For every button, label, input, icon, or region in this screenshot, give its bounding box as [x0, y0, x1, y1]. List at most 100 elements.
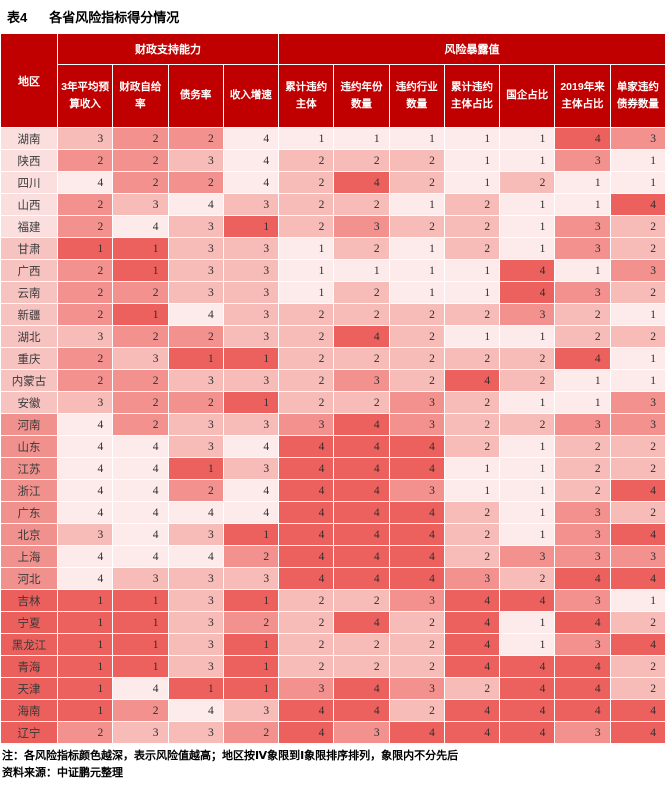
- score-cell: 2: [333, 655, 390, 678]
- score-cell: 4: [388, 435, 445, 458]
- score-cell: 1: [222, 655, 280, 678]
- col-header-income-growth: 收入增速: [222, 64, 280, 128]
- score-cell: 2: [333, 391, 390, 414]
- score-cell: 4: [333, 699, 390, 722]
- score-cell: 3: [388, 479, 445, 502]
- score-cell: 4: [167, 303, 224, 326]
- score-cell: 1: [167, 457, 224, 480]
- score-cell: 2: [278, 391, 335, 414]
- score-cell: 2: [167, 325, 224, 348]
- score-cell: 4: [388, 721, 445, 744]
- score-cell: 3: [222, 325, 280, 348]
- score-cell: 3: [167, 633, 224, 656]
- score-cell: 2: [278, 171, 335, 194]
- score-cell: 1: [554, 369, 611, 392]
- region-cell: 甘肃: [0, 237, 58, 260]
- score-cell: 4: [222, 127, 280, 150]
- score-cell: 1: [609, 347, 666, 370]
- column-header-row: 3年平均预算收入 财政自给率 债务率 收入增速 累计违约主体 违约年份数量 违约…: [1, 64, 666, 128]
- score-cell: 4: [554, 127, 611, 150]
- score-cell: 4: [278, 699, 335, 722]
- region-cell: 广东: [0, 501, 58, 524]
- score-cell: 4: [333, 413, 390, 436]
- col-header-soe-ratio: 国企占比: [499, 64, 556, 128]
- score-cell: 4: [333, 545, 390, 568]
- score-cell: 3: [609, 413, 666, 436]
- table-row: 河南 4 2 3 3 3 4 3 2 2 3 3: [0, 413, 666, 436]
- table-row: 河北 4 3 3 3 4 4 4 3 2 4 4: [0, 567, 666, 590]
- table-row: 天津 1 4 1 1 3 4 3 2 4 4 2: [0, 677, 666, 700]
- score-cell: 2: [56, 347, 114, 370]
- region-cell: 广西: [0, 259, 58, 282]
- score-cell: 3: [333, 369, 390, 392]
- score-cell: 4: [499, 655, 556, 678]
- score-cell: 4: [443, 655, 501, 678]
- score-cell: 3: [554, 523, 611, 546]
- score-cell: 3: [554, 633, 611, 656]
- score-cell: 4: [333, 523, 390, 546]
- score-cell: 1: [443, 479, 501, 502]
- score-cell: 1: [443, 149, 501, 172]
- score-cell: 1: [278, 281, 335, 304]
- table-row: 广西 2 1 3 3 1 1 1 1 4 1 3: [0, 259, 666, 282]
- score-cell: 3: [388, 391, 445, 414]
- score-cell: 1: [499, 479, 556, 502]
- score-cell: 3: [112, 193, 169, 216]
- table-row: 上海 4 4 4 2 4 4 4 2 3 3 3: [0, 545, 666, 568]
- score-cell: 2: [333, 193, 390, 216]
- region-cell: 河南: [0, 413, 58, 436]
- score-cell: 2: [278, 633, 335, 656]
- score-cell: 4: [554, 677, 611, 700]
- score-cell: 2: [278, 193, 335, 216]
- note-line: 注：各风险指标颜色越深，表示风险值越高；地区按Ⅳ象限到Ⅰ象限排序排列，象限内不分…: [2, 750, 459, 762]
- score-cell: 4: [443, 611, 501, 634]
- score-cell: 1: [499, 193, 556, 216]
- table-row: 安徽 3 2 2 1 2 2 3 2 1 1 3: [0, 391, 666, 414]
- col-header-default-years: 违约年份数量: [333, 64, 390, 128]
- score-cell: 1: [499, 611, 556, 634]
- score-cell: 2: [443, 237, 501, 260]
- score-cell: 2: [609, 501, 666, 524]
- col-header-since-2019-ratio: 2019年来主体占比: [554, 64, 611, 128]
- score-cell: 1: [222, 677, 280, 700]
- score-cell: 2: [333, 633, 390, 656]
- score-cell: 2: [499, 413, 556, 436]
- score-cell: 2: [278, 149, 335, 172]
- score-cell: 1: [609, 303, 666, 326]
- score-cell: 4: [388, 545, 445, 568]
- col-header-cumulative-defaulters: 累计违约主体: [278, 64, 335, 128]
- region-cell: 重庆: [0, 347, 58, 370]
- score-cell: 4: [554, 655, 611, 678]
- score-cell: 3: [388, 413, 445, 436]
- score-cell: 1: [56, 611, 114, 634]
- score-cell: 2: [443, 391, 501, 414]
- score-cell: 4: [56, 479, 114, 502]
- score-cell: 3: [167, 149, 224, 172]
- region-cell: 浙江: [0, 479, 58, 502]
- score-cell: 4: [278, 545, 335, 568]
- score-cell: 1: [443, 127, 501, 150]
- score-cell: 2: [499, 369, 556, 392]
- score-cell: 2: [443, 677, 501, 700]
- score-cell: 4: [443, 721, 501, 744]
- score-cell: 1: [443, 281, 501, 304]
- score-cell: 2: [112, 699, 169, 722]
- score-cell: 2: [222, 611, 280, 634]
- score-cell: 4: [278, 435, 335, 458]
- score-cell: 4: [112, 435, 169, 458]
- score-cell: 3: [554, 589, 611, 612]
- score-cell: 1: [112, 655, 169, 678]
- score-cell: 4: [554, 347, 611, 370]
- score-cell: 4: [443, 633, 501, 656]
- score-cell: 4: [222, 479, 280, 502]
- score-cell: 4: [333, 457, 390, 480]
- score-cell: 1: [278, 237, 335, 260]
- score-cell: 1: [222, 391, 280, 414]
- score-cell: 4: [222, 149, 280, 172]
- score-cell: 4: [609, 699, 666, 722]
- score-cell: 2: [609, 325, 666, 348]
- score-cell: 2: [443, 215, 501, 238]
- score-cell: 2: [278, 215, 335, 238]
- score-cell: 3: [609, 259, 666, 282]
- score-cell: 1: [167, 677, 224, 700]
